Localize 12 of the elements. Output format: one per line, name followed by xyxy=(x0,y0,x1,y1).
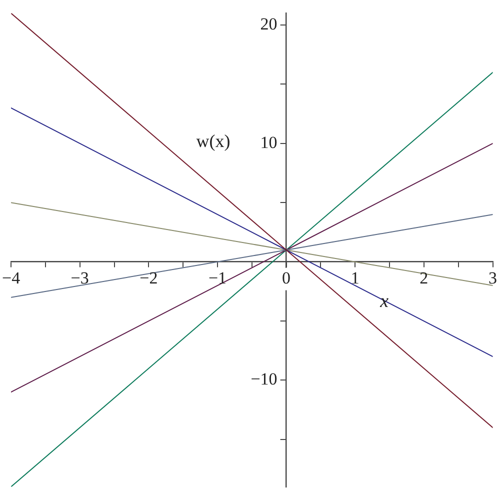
x-tick-label: 0 xyxy=(282,268,291,288)
x-tick-label: 3 xyxy=(488,268,497,288)
x-tick-label: −2 xyxy=(140,268,158,288)
x-tick-label: −3 xyxy=(70,268,89,288)
x-tick-label: −1 xyxy=(208,268,227,288)
y-tick-label: −10 xyxy=(250,370,278,389)
x-tick-label: 1 xyxy=(350,268,360,288)
y-axis-title: w(x) xyxy=(196,130,230,151)
x-tick-label: −4 xyxy=(2,268,21,288)
x-tick-label: 2 xyxy=(420,268,428,288)
y-tick-label: 20 xyxy=(260,14,278,34)
y-tick-label: 10 xyxy=(260,132,278,152)
